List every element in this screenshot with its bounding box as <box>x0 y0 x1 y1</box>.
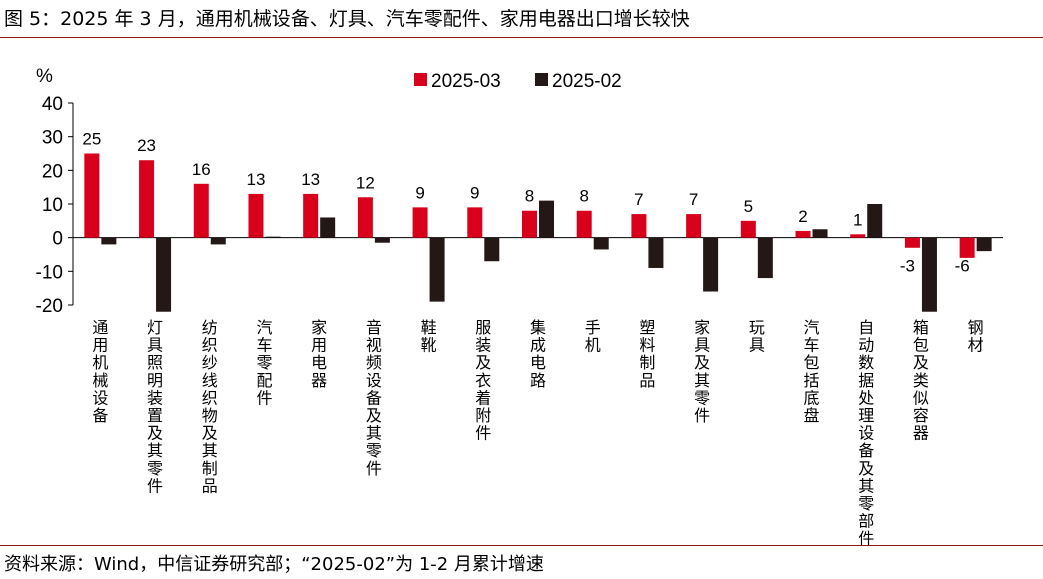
bar-2025-03 <box>193 183 209 238</box>
legend-label-2025-03: 2025-03 <box>431 71 501 92</box>
x-tick-label: 纺织纱线织物及其制品 <box>202 319 218 495</box>
chart-labels: 25通用机械设备23灯具照明装置及其零件16纺织纱线织物及其制品13汽车零配件1… <box>82 130 983 546</box>
x-tick-label: 箱包及类似容器 <box>913 319 929 443</box>
y-tick-label: 40 <box>42 94 63 115</box>
source-rule <box>0 545 1043 546</box>
bar-2025-02 <box>921 237 937 312</box>
bar-2025-02 <box>210 237 226 245</box>
x-tick-label: 玩具 <box>749 320 765 355</box>
bar-2025-03 <box>686 214 702 238</box>
bar-2025-02 <box>265 236 281 238</box>
bar-2025-02 <box>648 237 664 268</box>
bar-2025-02 <box>976 237 992 252</box>
x-tick-label: 灯具照明装置及其零件 <box>147 319 163 495</box>
y-tick-label: -20 <box>36 296 63 317</box>
bar-2025-03 <box>248 193 264 238</box>
x-tick-label: 家具及其零件 <box>694 319 710 425</box>
bar-2025-02 <box>539 200 554 238</box>
data-label: 9 <box>470 183 479 202</box>
bar-2025-03 <box>850 234 866 238</box>
bar-2025-03 <box>522 210 537 238</box>
y-tick-label: 10 <box>42 195 63 216</box>
x-tick-label: 家用电器 <box>311 319 327 390</box>
x-tick-label: 手机 <box>585 319 601 355</box>
bar-2025-03 <box>357 197 373 238</box>
x-tick-label: 塑料制品 <box>639 319 655 390</box>
bar-2025-02 <box>593 237 609 250</box>
x-tick-label: 音视频设备及其零件 <box>366 319 382 478</box>
data-label: 7 <box>689 190 698 209</box>
x-tick-label: 钢材 <box>968 319 984 355</box>
data-label: 2 <box>798 207 807 226</box>
bar-2025-02 <box>101 237 117 245</box>
data-label: 13 <box>247 170 266 189</box>
x-tick-label: 自动数据处理设备及其零部件 <box>858 319 874 545</box>
bar-2025-03 <box>576 210 592 238</box>
chart-bars <box>84 153 992 312</box>
data-label: 23 <box>137 136 156 155</box>
bar-2025-03 <box>303 193 319 238</box>
bar-2025-02 <box>757 237 773 279</box>
x-tick-label: 服装及衣着附件 <box>475 319 491 443</box>
bar-2025-02 <box>703 237 719 292</box>
x-tick-label: 汽车零配件 <box>256 319 272 407</box>
bar-2025-03 <box>467 207 483 238</box>
data-label: -3 <box>900 257 915 276</box>
data-label: 16 <box>192 160 211 179</box>
bar-2025-02 <box>429 237 445 302</box>
x-tick-label: 通用机械设备 <box>92 319 108 425</box>
legend-swatch-2025-03 <box>414 73 427 86</box>
legend-label-2025-02: 2025-02 <box>552 71 622 92</box>
bar-2025-03 <box>904 237 920 248</box>
data-label: 1 <box>853 210 862 229</box>
data-label: 12 <box>356 173 375 192</box>
bar-2025-02 <box>867 204 883 238</box>
bar-2025-02 <box>156 237 172 312</box>
y-tick-label: 30 <box>42 128 63 149</box>
data-label: 8 <box>579 187 588 206</box>
bar-2025-02 <box>812 229 828 238</box>
legend-swatch-2025-02 <box>535 73 548 86</box>
bar-2025-03 <box>959 237 975 258</box>
bar-2025-02 <box>484 237 500 262</box>
bar-2025-02 <box>374 237 390 243</box>
figure-title: 图 5：2025 年 3 月，通用机械设备、灯具、汽车零配件、家用电器出口增长较… <box>4 8 690 30</box>
chart-axes: 40 30 20 10 0 -10 -20% <box>36 66 1003 317</box>
y-tick-label: 0 <box>52 229 63 250</box>
bar-2025-02 <box>320 217 336 238</box>
bar-2025-03 <box>740 220 756 238</box>
bar-2025-03 <box>795 230 811 238</box>
bar-2025-03 <box>139 160 155 238</box>
x-tick-label: 鞋靴 <box>421 319 437 355</box>
x-tick-label: 集成电路 <box>530 319 546 390</box>
bar-2025-03 <box>631 214 647 238</box>
bar-2025-03 <box>84 153 100 238</box>
data-label: 7 <box>634 190 643 209</box>
data-label: -6 <box>955 257 970 276</box>
x-tick-label: 汽车包括底盘 <box>804 319 820 425</box>
data-label: 8 <box>525 187 534 206</box>
y-tick-label: -10 <box>36 262 63 283</box>
data-label: 5 <box>744 197 753 216</box>
y-axis-unit: % <box>36 66 53 87</box>
data-label: 25 <box>82 130 101 149</box>
y-tick-label: 20 <box>42 161 63 182</box>
bar-2025-03 <box>412 207 428 238</box>
chart-legend: 2025-03 2025-02 <box>414 71 622 92</box>
data-label: 13 <box>301 170 320 189</box>
data-label: 9 <box>415 183 424 202</box>
source-note: 资料来源：Wind，中信证券研究部；“2025-02”为 1-2 月累计增速 <box>4 554 544 575</box>
title-rule <box>0 37 1043 38</box>
